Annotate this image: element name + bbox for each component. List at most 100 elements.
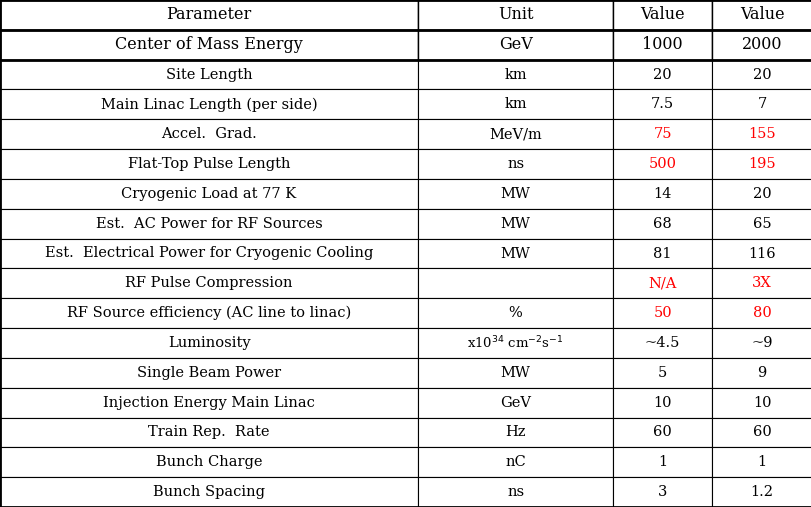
Bar <box>0 268 418 298</box>
Text: Unit: Unit <box>497 7 533 23</box>
Bar <box>418 119 612 149</box>
Bar <box>418 209 612 239</box>
Text: Est.  Electrical Power for Cryogenic Cooling: Est. Electrical Power for Cryogenic Cool… <box>45 246 373 261</box>
Text: 2000: 2000 <box>741 36 781 53</box>
Text: %: % <box>508 306 521 320</box>
Bar <box>612 0 711 30</box>
Bar <box>0 60 418 89</box>
Bar <box>612 239 711 268</box>
Bar <box>0 418 418 447</box>
Bar <box>0 179 418 209</box>
Bar <box>711 477 811 507</box>
Text: Injection Energy Main Linac: Injection Energy Main Linac <box>103 395 315 410</box>
Bar <box>612 477 711 507</box>
Bar <box>711 149 811 179</box>
Bar <box>418 298 612 328</box>
Bar <box>0 0 418 30</box>
Text: 3X: 3X <box>751 276 771 291</box>
Bar <box>612 209 711 239</box>
Bar <box>0 239 418 268</box>
Text: 20: 20 <box>752 67 770 82</box>
Text: Bunch Charge: Bunch Charge <box>156 455 262 469</box>
Bar <box>418 60 612 89</box>
Bar <box>711 447 811 477</box>
Text: MW: MW <box>500 187 530 201</box>
Bar <box>711 418 811 447</box>
Text: 50: 50 <box>653 306 671 320</box>
Bar <box>0 149 418 179</box>
Text: RF Source efficiency (AC line to linac): RF Source efficiency (AC line to linac) <box>67 306 351 320</box>
Text: Bunch Spacing: Bunch Spacing <box>153 485 264 499</box>
Bar <box>0 328 418 358</box>
Text: 1000: 1000 <box>642 36 682 53</box>
Bar <box>711 388 811 418</box>
Bar <box>612 388 711 418</box>
Bar <box>612 119 711 149</box>
Text: ~9: ~9 <box>750 336 772 350</box>
Bar <box>0 119 418 149</box>
Bar <box>711 239 811 268</box>
Text: Site Length: Site Length <box>165 67 252 82</box>
Text: 195: 195 <box>747 157 775 171</box>
Text: 9: 9 <box>757 366 766 380</box>
Bar <box>711 328 811 358</box>
Text: MW: MW <box>500 216 530 231</box>
Bar <box>612 328 711 358</box>
Bar <box>418 89 612 119</box>
Bar <box>612 149 711 179</box>
Text: 500: 500 <box>648 157 676 171</box>
Text: Value: Value <box>739 7 783 23</box>
Bar <box>711 209 811 239</box>
Bar <box>418 268 612 298</box>
Text: GeV: GeV <box>498 36 532 53</box>
Bar <box>612 418 711 447</box>
Bar <box>0 388 418 418</box>
Bar <box>0 358 418 388</box>
Bar <box>612 298 711 328</box>
Bar <box>0 209 418 239</box>
Text: Cryogenic Load at 77 K: Cryogenic Load at 77 K <box>122 187 296 201</box>
Text: Accel.  Grad.: Accel. Grad. <box>161 127 256 141</box>
Bar <box>612 89 711 119</box>
Text: 20: 20 <box>653 67 671 82</box>
Bar <box>612 358 711 388</box>
Text: 1.2: 1.2 <box>749 485 773 499</box>
Text: ns: ns <box>506 485 524 499</box>
Text: 155: 155 <box>747 127 775 141</box>
Bar <box>0 477 418 507</box>
Text: 68: 68 <box>652 216 672 231</box>
Bar <box>711 179 811 209</box>
Text: 80: 80 <box>752 306 770 320</box>
Text: Flat-Top Pulse Length: Flat-Top Pulse Length <box>127 157 290 171</box>
Text: Single Beam Power: Single Beam Power <box>137 366 281 380</box>
Bar <box>711 60 811 89</box>
Text: Hz: Hz <box>504 425 526 440</box>
Text: 60: 60 <box>752 425 770 440</box>
Text: 14: 14 <box>653 187 671 201</box>
Text: Main Linac Length (per side): Main Linac Length (per side) <box>101 97 317 112</box>
Bar <box>711 119 811 149</box>
Bar <box>418 447 612 477</box>
Text: x10$^{34}$ cm$^{-2}$s$^{-1}$: x10$^{34}$ cm$^{-2}$s$^{-1}$ <box>466 335 564 351</box>
Text: 116: 116 <box>747 246 775 261</box>
Bar <box>418 477 612 507</box>
Text: Parameter: Parameter <box>166 7 251 23</box>
Bar <box>711 358 811 388</box>
Text: km: km <box>504 97 526 112</box>
Bar <box>418 149 612 179</box>
Text: 1: 1 <box>757 455 766 469</box>
Text: 81: 81 <box>653 246 671 261</box>
Bar <box>418 328 612 358</box>
Text: Est.  AC Power for RF Sources: Est. AC Power for RF Sources <box>96 216 322 231</box>
Text: Luminosity: Luminosity <box>168 336 250 350</box>
Bar <box>418 179 612 209</box>
Bar <box>418 0 612 30</box>
Text: RF Pulse Compression: RF Pulse Compression <box>125 276 293 291</box>
Bar <box>418 358 612 388</box>
Bar <box>711 30 811 60</box>
Bar <box>711 89 811 119</box>
Text: 65: 65 <box>752 216 770 231</box>
Bar <box>0 30 418 60</box>
Bar <box>612 268 711 298</box>
Text: MW: MW <box>500 366 530 380</box>
